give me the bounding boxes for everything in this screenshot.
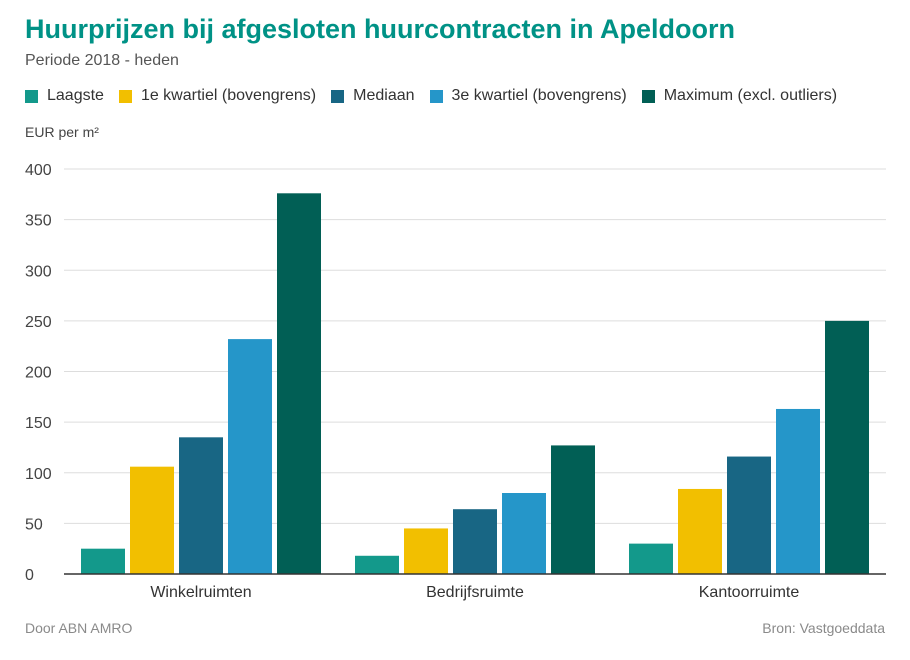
footer-source: Bron: Vastgoeddata	[762, 620, 885, 636]
y-tick-label: 350	[25, 213, 52, 230]
bar	[130, 466, 174, 574]
y-axis-unit-label: EUR per m²	[25, 124, 99, 140]
legend-label: Mediaan	[353, 87, 415, 104]
legend-swatch	[429, 89, 443, 103]
legend-item-3e-kwartiel: 3e kwartiel (bovengrens)	[429, 87, 627, 105]
legend-label: 3e kwartiel (bovengrens)	[451, 87, 627, 104]
legend-label: 1e kwartiel (bovengrens)	[140, 87, 317, 104]
bar	[277, 193, 321, 575]
bars	[81, 193, 869, 575]
y-tick-label: 300	[25, 263, 52, 280]
legend-swatch	[641, 89, 655, 103]
legend-item-laagste: Laagste	[25, 87, 104, 105]
legend-label: Laagste	[47, 87, 104, 104]
bar	[776, 408, 820, 574]
bar	[629, 543, 673, 574]
bar	[179, 437, 223, 574]
legend-label: Maximum (excl. outliers)	[663, 87, 838, 104]
legend-item-mediaan: Mediaan	[331, 87, 415, 105]
bar	[228, 339, 272, 574]
y-tick-label: 150	[25, 415, 52, 432]
axis-labels: 0 50 100 150 200 250 300 350 400 Winkelruimten Bed…	[25, 162, 886, 601]
bar	[502, 493, 546, 574]
y-tick-label: 400	[25, 162, 52, 179]
chart-subtitle: Periode 2018 - heden	[25, 52, 179, 69]
legend-item-1e-kwartiel: 1e kwartiel (bovengrens)	[118, 87, 317, 105]
bar	[355, 555, 399, 574]
x-category-label: Winkelruimten	[150, 584, 251, 601]
y-tick-label: 0	[25, 567, 34, 584]
legend-item-maximum: Maximum (excl. outliers)	[641, 87, 838, 105]
bar	[551, 445, 595, 574]
x-category-label: Bedrijfsruimte	[426, 584, 524, 601]
footer-credit: Door ABN AMRO	[25, 620, 133, 636]
legend: Laagste 1e kwartiel (bovengrens) Mediaan…	[25, 87, 852, 105]
bar	[81, 548, 125, 574]
y-tick-label: 100	[25, 466, 52, 483]
bar	[404, 528, 448, 574]
chart-title: Huurprijzen bij afgesloten huurcontracte…	[25, 14, 736, 44]
bar	[453, 509, 497, 574]
y-tick-label: 200	[25, 365, 52, 382]
legend-swatch	[118, 89, 132, 103]
y-tick-label: 250	[25, 314, 52, 331]
legend-swatch	[25, 89, 38, 103]
bar	[678, 488, 722, 574]
bar	[825, 320, 869, 574]
legend-swatch	[331, 89, 345, 103]
y-tick-label: 50	[25, 516, 43, 533]
bar	[727, 456, 771, 574]
x-category-label: Kantoorruimte	[699, 584, 800, 601]
